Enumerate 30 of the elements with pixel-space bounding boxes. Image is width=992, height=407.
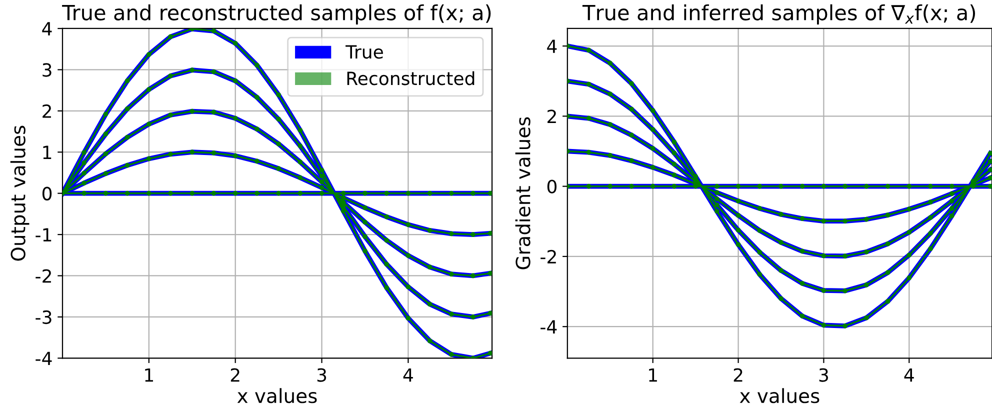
- chart-title: True and inferred samples of ∇$_{x}$f(x; a): [582, 4, 976, 24]
- y-tick-label: 4: [42, 22, 52, 36]
- x-tick-label: 2: [230, 368, 240, 382]
- y-tick-label: -1: [36, 228, 52, 242]
- y-tick-label: 3: [42, 63, 52, 77]
- y-tick-label: 0: [42, 186, 52, 200]
- y-tick-label: -3: [36, 310, 52, 324]
- y-tick-label: 4: [547, 40, 557, 53]
- y-axis-title: Output values: [10, 126, 30, 261]
- x-tick-label: 1: [649, 368, 657, 382]
- x-tick-label: 1: [145, 368, 153, 382]
- y-tick-label: -4: [540, 320, 557, 334]
- x-axis-title: x values: [740, 388, 820, 404]
- y-tick-label: 2: [42, 104, 51, 118]
- x-tick-label: 3: [819, 368, 828, 382]
- x-tick-label: 2: [734, 368, 742, 382]
- y-tick-label: -2: [540, 250, 556, 264]
- x-axis-title: x values: [237, 388, 317, 404]
- y-tick-label: 1: [43, 146, 52, 159]
- legend-label: True: [346, 45, 383, 59]
- y-tick-label: 2: [548, 110, 556, 124]
- y-tick-label: -4: [36, 352, 52, 366]
- x-tick-label: 3: [317, 368, 326, 382]
- x-tick-label: 4: [403, 368, 413, 382]
- y-tick-label: 0: [547, 180, 557, 194]
- x-tick-label: 4: [904, 368, 914, 382]
- y-axis-title: Gradient values: [515, 117, 530, 270]
- legend-label: Reconstructed: [347, 71, 474, 86]
- y-tick-label: -2: [36, 269, 51, 283]
- chart-title: True and reconstructed samples of f(x; a): [62, 4, 491, 24]
